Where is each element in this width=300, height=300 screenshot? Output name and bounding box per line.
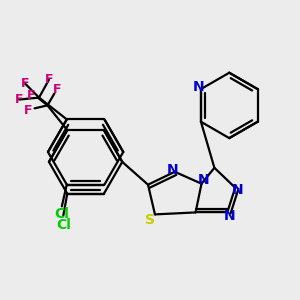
- Text: F: F: [15, 93, 23, 106]
- Text: N: N: [167, 163, 178, 177]
- Text: Cl: Cl: [56, 218, 71, 232]
- Text: F: F: [23, 104, 32, 117]
- Text: N: N: [224, 209, 235, 224]
- Text: F: F: [27, 89, 36, 102]
- Text: F: F: [21, 77, 29, 90]
- Text: F: F: [45, 73, 53, 86]
- Text: N: N: [193, 80, 205, 94]
- Text: Cl: Cl: [54, 207, 69, 221]
- Text: S: S: [145, 213, 155, 227]
- Text: F: F: [53, 83, 61, 96]
- Text: N: N: [231, 183, 243, 196]
- Text: N: N: [198, 173, 209, 187]
